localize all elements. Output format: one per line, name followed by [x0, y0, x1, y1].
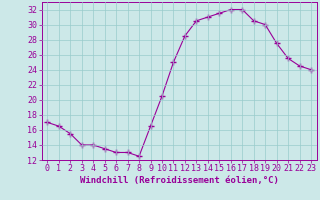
X-axis label: Windchill (Refroidissement éolien,°C): Windchill (Refroidissement éolien,°C)	[80, 176, 279, 185]
